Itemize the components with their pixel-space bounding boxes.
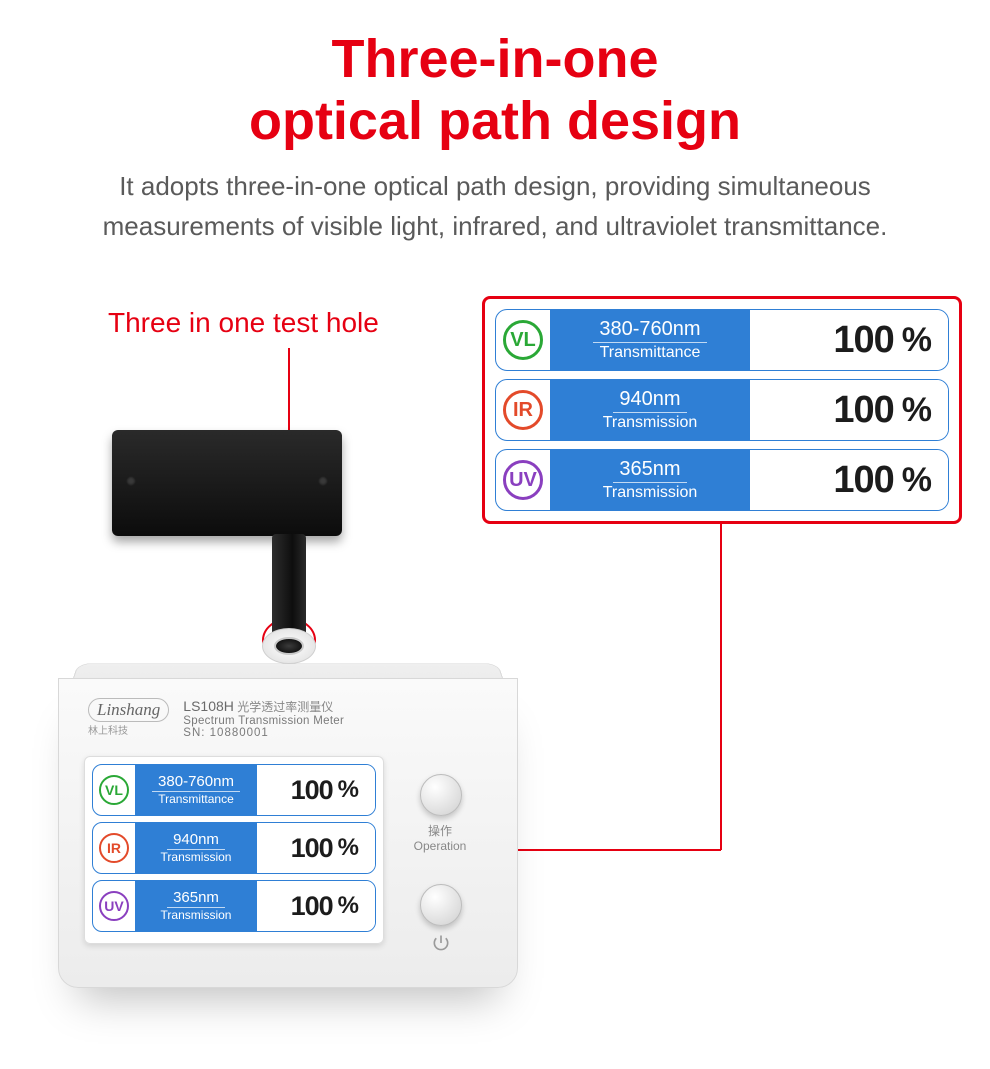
value-unit: %	[902, 391, 932, 430]
device-label-block: Linshang 林上科技 LS108H 光学透过率测量仪 Spectrum T…	[88, 698, 488, 739]
reading-value: 100%	[750, 380, 948, 440]
value-number: 100	[291, 891, 333, 922]
value-number: 100	[833, 319, 893, 362]
wavelength-label: 365nm	[167, 888, 225, 909]
reading-row-ir: IR940nmTransmission100%	[495, 379, 949, 441]
brand-cn-label: 林上科技	[88, 722, 169, 737]
wavelength-label: 380-760nm	[593, 316, 706, 343]
reading-row-uv: UV365nmTransmission100%	[92, 880, 376, 932]
reading-mid: 380-760nmTransmittance	[550, 310, 750, 370]
value-number: 100	[833, 389, 893, 432]
screw-icon	[318, 476, 328, 486]
reading-mid: 380-760nmTransmittance	[135, 765, 257, 815]
reading-badge-wrap: UV	[93, 881, 135, 931]
vl-badge: VL	[503, 320, 543, 360]
metric-label: Transmittance	[158, 792, 234, 808]
metric-label: Transmittance	[600, 343, 701, 364]
model-cn-label: 光学透过率测量仪	[237, 700, 333, 714]
device-arm-top	[112, 430, 342, 536]
callout-test-hole-label: Three in one test hole	[108, 307, 379, 339]
device: Linshang 林上科技 LS108H 光学透过率测量仪 Spectrum T…	[58, 430, 538, 1050]
value-number: 100	[833, 459, 893, 502]
vl-badge: VL	[99, 775, 129, 805]
wavelength-label: 380-760nm	[152, 772, 240, 793]
device-arm-post	[272, 534, 306, 638]
metric-label: Transmission	[603, 483, 698, 504]
wavelength-label: 940nm	[167, 830, 225, 851]
value-number: 100	[291, 775, 333, 806]
value-number: 100	[291, 833, 333, 864]
reading-mid: 940nmTransmission	[135, 823, 257, 873]
wavelength-label: 940nm	[613, 386, 686, 413]
reading-value: 100%	[257, 765, 375, 815]
operation-label: 操作 Operation	[400, 822, 480, 853]
serial-label: SN: 10880001	[183, 727, 344, 739]
value-unit: %	[902, 461, 932, 500]
reading-row-ir: IR940nmTransmission100%	[92, 822, 376, 874]
reading-mid: 365nmTransmission	[550, 450, 750, 510]
reading-value: 100%	[257, 881, 375, 931]
power-icon	[431, 933, 451, 953]
reading-badge-wrap: VL	[93, 765, 135, 815]
headline: Three-in-one optical path design	[0, 0, 990, 152]
reading-row-uv: UV365nmTransmission100%	[495, 449, 949, 511]
wavelength-label: 365nm	[613, 456, 686, 483]
panel-connector-v	[720, 522, 722, 850]
headline-line1: Three-in-one	[331, 29, 658, 89]
ir-badge: IR	[99, 833, 129, 863]
operation-button[interactable]	[420, 774, 462, 816]
reading-badge-wrap: IR	[93, 823, 135, 873]
screw-icon	[126, 476, 136, 486]
reading-row-vl: VL380-760nmTransmittance100%	[495, 309, 949, 371]
operation-label-en: Operation	[414, 839, 467, 853]
reading-mid: 940nmTransmission	[550, 380, 750, 440]
reading-row-vl: VL380-760nmTransmittance100%	[92, 764, 376, 816]
operation-label-cn: 操作	[428, 824, 452, 838]
metric-label: Transmission	[161, 908, 232, 924]
test-hole	[274, 637, 304, 655]
headline-line2: optical path design	[249, 91, 741, 151]
value-unit: %	[338, 776, 359, 804]
brand-label: Linshang	[88, 698, 169, 722]
value-unit: %	[902, 321, 932, 360]
reading-value: 100%	[257, 823, 375, 873]
reading-value: 100%	[750, 450, 948, 510]
reading-value: 100%	[750, 310, 948, 370]
value-unit: %	[338, 892, 359, 920]
model-subtitle: Spectrum Transmission Meter	[183, 715, 344, 727]
metric-label: Transmission	[161, 850, 232, 866]
description-text: It adopts three-in-one optical path desi…	[0, 166, 990, 247]
value-unit: %	[338, 834, 359, 862]
power-button[interactable]	[420, 884, 462, 926]
uv-badge: UV	[99, 891, 129, 921]
reading-badge-wrap: VL	[496, 310, 550, 370]
metric-label: Transmission	[603, 413, 698, 434]
device-screen: VL380-760nmTransmittance100%IR940nmTrans…	[84, 756, 384, 944]
readings-panel: VL380-760nmTransmittance100%IR940nmTrans…	[482, 296, 962, 524]
model-label: LS108H	[183, 698, 234, 714]
ir-badge: IR	[503, 390, 543, 430]
reading-mid: 365nmTransmission	[135, 881, 257, 931]
